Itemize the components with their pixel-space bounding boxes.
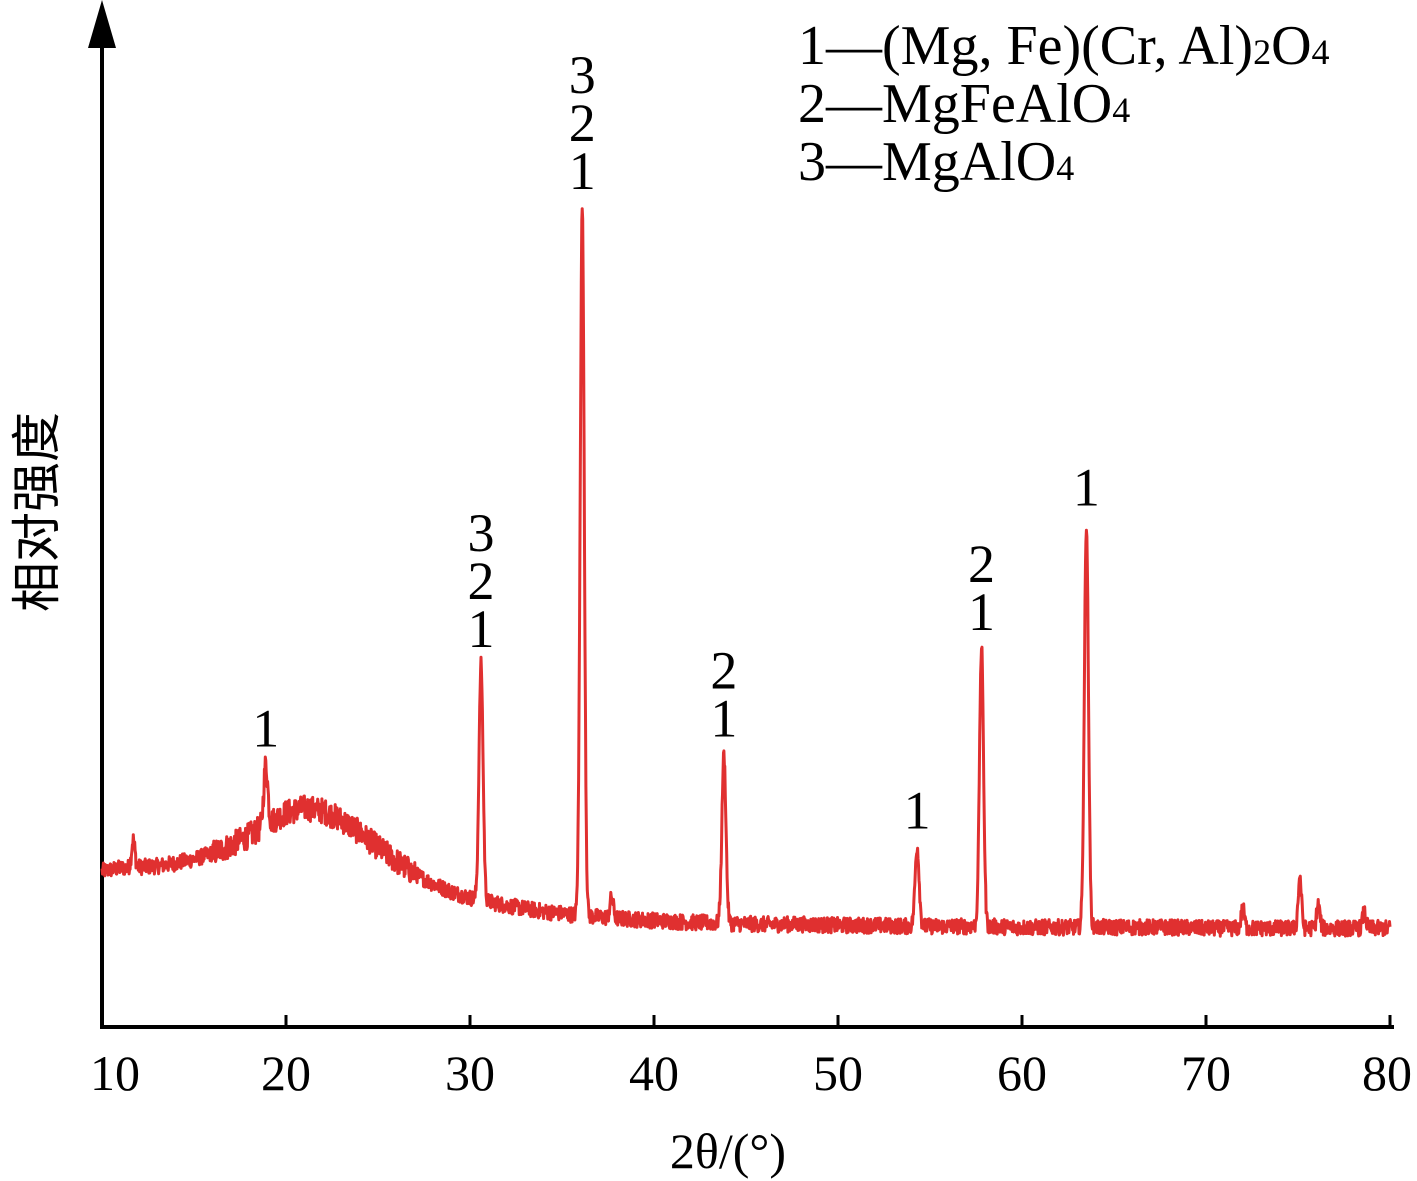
peak-label: 2 xyxy=(468,551,495,611)
peak-label: 1 xyxy=(252,698,279,758)
x-tick-label: 70 xyxy=(1181,1045,1231,1101)
legend-entry: 1—(Mg, Fe)(Cr, Al)2O4 xyxy=(798,15,1330,77)
peak-label: 1 xyxy=(904,780,931,840)
series-line xyxy=(100,207,1392,938)
legend-entry: 2—MgFeAlO4 xyxy=(798,73,1130,135)
x-axis-title: 2θ/(°) xyxy=(670,1123,786,1179)
peak-label: 1 xyxy=(569,141,596,201)
x-tick-label: 10 xyxy=(90,1045,140,1101)
x-tick-label: 80 xyxy=(1362,1045,1412,1101)
legend-entry: 3—MgAlO4 xyxy=(798,131,1074,193)
axes xyxy=(88,0,1394,1029)
x-tick-label: 20 xyxy=(261,1045,311,1101)
peak-label: 1 xyxy=(968,582,995,642)
x-tick-label: 50 xyxy=(813,1045,863,1101)
x-tick-labels: 10 20 30 40 50 60 70 80 xyxy=(90,1045,1412,1101)
y-axis-arrow-icon xyxy=(88,0,116,48)
peak-label: 1 xyxy=(710,689,737,749)
peak-label: 1 xyxy=(1073,458,1100,518)
peak-label: 3 xyxy=(569,45,596,105)
y-axis-title: 相对强度 xyxy=(8,412,66,612)
x-ticks xyxy=(100,1015,1392,1027)
peak-label: 1 xyxy=(468,599,495,659)
x-tick-label: 40 xyxy=(629,1045,679,1101)
x-tick-label: 60 xyxy=(997,1045,1047,1101)
peak-label: 3 xyxy=(468,503,495,563)
x-tick-label: 30 xyxy=(445,1045,495,1101)
peak-label: 2 xyxy=(968,534,995,594)
peak-label: 2 xyxy=(569,93,596,153)
peak-label: 2 xyxy=(710,641,737,701)
